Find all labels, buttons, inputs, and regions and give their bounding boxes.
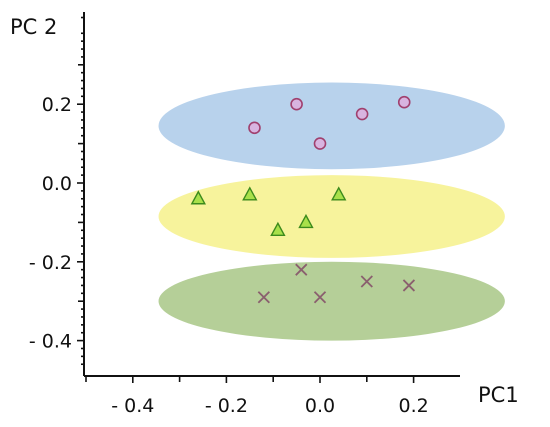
y-tick-label: - 0.2 <box>29 252 72 274</box>
circle-point <box>248 121 261 135</box>
data-points <box>190 95 416 304</box>
circle-point <box>397 95 411 109</box>
y-tick-label: 0.0 <box>42 173 72 195</box>
x-tick-label: 0.0 <box>305 395 335 417</box>
x-point <box>313 291 327 304</box>
cluster-ellipses <box>158 82 505 341</box>
x-tick-label: - 0.4 <box>111 395 154 417</box>
tick-labels: 0.2 0.0 - 0.2 - 0.4 - 0.4 - 0.2 0.0 0.2 <box>29 94 429 417</box>
triangle-point <box>270 221 286 236</box>
cluster-ellipse-3 <box>158 261 505 341</box>
x-tick-label: - 0.2 <box>205 395 248 417</box>
y-tick-label: - 0.4 <box>29 331 72 353</box>
tick-marks <box>77 16 415 383</box>
x-point <box>402 279 416 292</box>
cluster-ellipse-2 <box>158 175 505 258</box>
x-point <box>295 263 308 276</box>
x-tick-label: 0.2 <box>398 395 428 417</box>
circle-point <box>290 97 303 111</box>
triangle-point <box>242 186 258 201</box>
x-point <box>360 275 373 288</box>
y-axis-label: PC 2 <box>10 15 57 39</box>
circle-point <box>313 137 327 150</box>
cluster-ellipse-1 <box>158 82 505 170</box>
y-tick-label: 0.2 <box>42 94 72 116</box>
triangle-point <box>190 190 206 205</box>
circle-point <box>355 107 369 121</box>
triangle-point <box>331 186 347 201</box>
x-axis-label: PC1 <box>478 383 519 407</box>
x-point <box>257 291 270 304</box>
triangle-point <box>298 213 314 229</box>
